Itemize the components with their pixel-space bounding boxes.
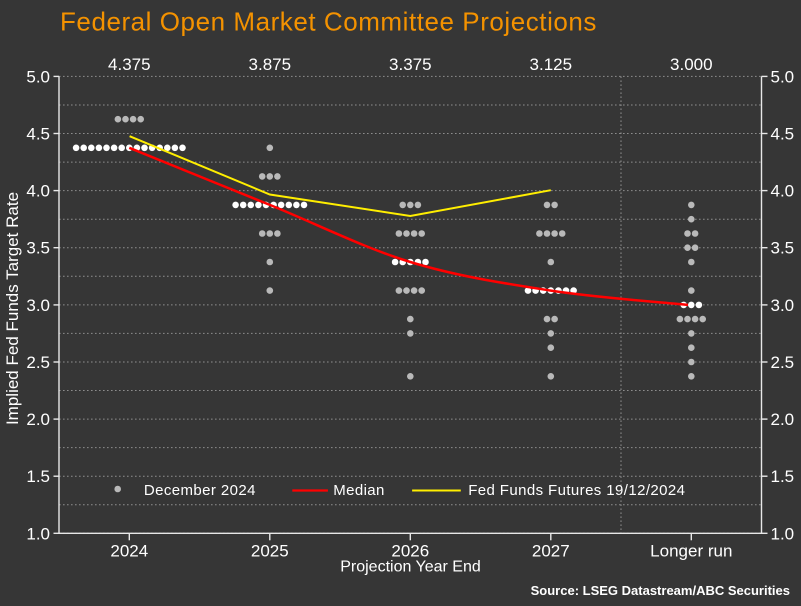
svg-text:1.5: 1.5 bbox=[771, 467, 795, 486]
svg-text:2026: 2026 bbox=[391, 542, 429, 561]
svg-text:2.0: 2.0 bbox=[771, 410, 795, 429]
svg-text:2027: 2027 bbox=[532, 542, 570, 561]
svg-text:1.0: 1.0 bbox=[26, 524, 50, 543]
svg-text:1.0: 1.0 bbox=[771, 524, 795, 543]
svg-text:5.0: 5.0 bbox=[771, 67, 795, 86]
svg-text:4.5: 4.5 bbox=[26, 125, 50, 144]
svg-text:3.5: 3.5 bbox=[771, 239, 795, 258]
svg-text:2025: 2025 bbox=[251, 542, 289, 561]
svg-text:3.0: 3.0 bbox=[26, 296, 50, 315]
svg-text:2.5: 2.5 bbox=[26, 353, 50, 372]
svg-text:4.375: 4.375 bbox=[108, 55, 151, 74]
svg-text:December 2024: December 2024 bbox=[144, 482, 256, 499]
svg-text:Projection Year End: Projection Year End bbox=[340, 559, 481, 576]
svg-text:5.0: 5.0 bbox=[26, 67, 50, 86]
svg-text:Federal Open Market Committee: Federal Open Market Committee Projection… bbox=[60, 7, 597, 37]
svg-text:Source: LSEG Datastream/ABC Se: Source: LSEG Datastream/ABC Securities bbox=[531, 583, 790, 598]
svg-text:3.000: 3.000 bbox=[670, 55, 713, 74]
svg-text:2.5: 2.5 bbox=[771, 353, 795, 372]
svg-text:Median: Median bbox=[333, 482, 385, 499]
svg-text:Longer run: Longer run bbox=[650, 542, 732, 561]
svg-text:Implied Fed Funds Target Rate: Implied Fed Funds Target Rate bbox=[3, 192, 22, 425]
svg-text:2024: 2024 bbox=[110, 542, 148, 561]
svg-text:Fed Funds Futures 19/12/2024: Fed Funds Futures 19/12/2024 bbox=[468, 482, 685, 499]
svg-text:3.125: 3.125 bbox=[530, 55, 573, 74]
svg-text:4.5: 4.5 bbox=[771, 125, 795, 144]
svg-text:3.375: 3.375 bbox=[389, 55, 432, 74]
svg-text:3.875: 3.875 bbox=[249, 55, 292, 74]
svg-text:3.5: 3.5 bbox=[26, 239, 50, 258]
svg-text:3.0: 3.0 bbox=[771, 296, 795, 315]
svg-text:1.5: 1.5 bbox=[26, 467, 50, 486]
svg-text:2.0: 2.0 bbox=[26, 410, 50, 429]
svg-text:4.0: 4.0 bbox=[26, 182, 50, 201]
svg-text:4.0: 4.0 bbox=[771, 182, 795, 201]
